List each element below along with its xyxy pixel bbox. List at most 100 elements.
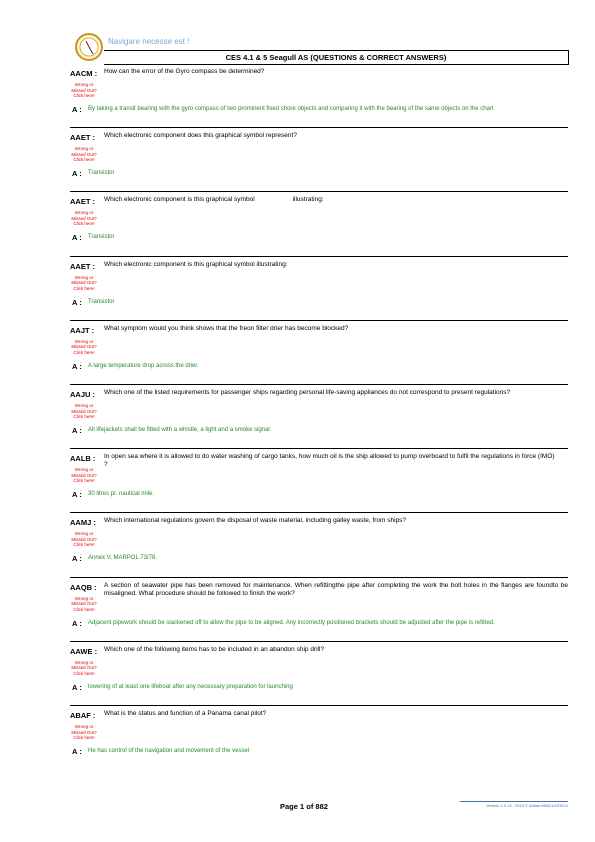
wrong-note-line[interactable]: Click here! <box>73 542 95 548</box>
wrong-note-line[interactable]: Wrong or <box>74 659 94 665</box>
question-code: AAQB : <box>70 582 97 592</box>
wrong-note[interactable]: Wrong or Missed Out? Click here! <box>64 403 104 420</box>
question-text: Which electronic component is this graph… <box>104 196 324 204</box>
answer-text: A large temperature drop across the drie… <box>88 362 199 369</box>
question-text: Which one of the listed requirements for… <box>104 389 511 396</box>
motto: Navigare necesse est ! <box>108 37 190 46</box>
question-text: In open sea where it is allowed to do wa… <box>104 453 555 469</box>
answer-label: A : <box>72 361 82 371</box>
question-code: AAWE : <box>70 646 98 656</box>
answer-label: A : <box>72 490 82 500</box>
question-text: A section of seawater pipe has been remo… <box>104 581 570 597</box>
wrong-note-line[interactable]: Click here! <box>73 478 95 484</box>
wrong-note-line[interactable]: Wrong or <box>74 724 94 729</box>
wrong-note-line[interactable]: Missed Out? <box>71 280 97 286</box>
wrong-note-line[interactable]: Missed Out? <box>71 729 97 735</box>
answer-text: Annex V, MARPOL 73/78. <box>88 555 157 562</box>
wrong-note-line[interactable]: Wrong or <box>74 531 94 537</box>
wrong-note-line[interactable]: Wrong or <box>74 595 94 601</box>
question-code: AAMJ : <box>70 518 96 528</box>
answer-label: A : <box>72 554 82 564</box>
wrong-note-line[interactable]: Missed Out? <box>71 408 97 414</box>
wrong-note-line[interactable]: Wrong or <box>74 467 94 473</box>
wrong-note-line[interactable]: Wrong or <box>74 403 94 408</box>
separator <box>70 319 568 321</box>
separator <box>70 127 568 129</box>
wrong-note-line[interactable]: Missed Out? <box>71 344 97 350</box>
wrong-note[interactable]: Wrong or Missed Out? Click here! <box>64 275 104 292</box>
wrong-note-line[interactable]: Missed Out? <box>71 665 97 671</box>
answer-text: All lifejackets shall be fitted with a w… <box>88 427 270 433</box>
wrong-note-line[interactable]: Click here! <box>73 414 95 419</box>
wrong-note[interactable]: Wrong or Missed Out? Click here! <box>64 596 104 613</box>
question-text: Which electronic component is this graph… <box>104 260 288 268</box>
wrong-note-line[interactable]: Wrong or <box>74 82 94 87</box>
wrong-note[interactable]: Wrong or Missed Out? Click here! <box>64 210 104 227</box>
version: Version 1.0.12 ; 2015 © Adrian MINCULESC… <box>460 801 568 808</box>
wrong-note-line[interactable]: Missed Out? <box>71 472 97 478</box>
question-code: ABAF : <box>70 711 96 720</box>
question-text: What symptom would you think shows that … <box>104 324 349 332</box>
question-code: AACM : <box>70 69 98 78</box>
question-text: Which international regulations govern t… <box>104 517 407 525</box>
wrong-note-line[interactable]: Wrong or <box>74 146 94 152</box>
wrong-note-line[interactable]: Click here! <box>73 606 95 612</box>
answer-text: Transistor <box>88 298 115 305</box>
separator <box>70 705 568 706</box>
answer-text: 30 litres pr. nautical mile. <box>88 491 155 498</box>
wrong-note-line[interactable]: Missed Out? <box>71 536 97 542</box>
question-code: AAET : <box>70 197 95 207</box>
answer-text: He has control of the navigation and mov… <box>88 748 250 754</box>
answer-text: By taking a transit bearing with the gyr… <box>88 106 494 112</box>
wrong-note-line[interactable]: Click here! <box>73 349 95 355</box>
wrong-note[interactable]: Wrong or Missed Out? Click here! <box>64 467 104 484</box>
wrong-note-line[interactable]: Missed Out? <box>71 151 97 157</box>
wrong-note-line[interactable]: Missed Out? <box>71 601 97 607</box>
wrong-note-line[interactable]: Wrong or <box>74 274 94 280</box>
separator <box>70 384 568 385</box>
wrong-note[interactable]: Wrong or Missed Out? Click here! <box>64 660 104 677</box>
separator <box>70 448 568 450</box>
wrong-note-line[interactable]: Click here! <box>73 93 95 98</box>
doc-title: CES 4.1 & 5 Seagull AS (QUESTIONS & CORR… <box>104 50 569 65</box>
wrong-note[interactable]: Wrong or Missed Out? Click here! <box>64 531 104 548</box>
question-code: AALB : <box>70 454 96 464</box>
answer-label: A : <box>72 682 82 692</box>
answer-text: lowering of at least one lifeboat after … <box>88 683 293 690</box>
answer-label: A : <box>72 747 82 756</box>
answer-label: A : <box>72 105 82 114</box>
logo <box>75 33 103 61</box>
wrong-note-line[interactable]: Click here! <box>73 735 95 740</box>
wrong-note-line[interactable]: Wrong or <box>74 210 94 216</box>
wrong-note-line[interactable]: Click here! <box>73 157 95 163</box>
separator <box>70 255 568 257</box>
question-text: Which one of the following items has to … <box>104 645 325 653</box>
wrong-note[interactable]: Wrong or Missed Out? Click here! <box>64 724 104 741</box>
separator <box>70 640 568 642</box>
question-text: What is the status and function of a Pan… <box>104 710 267 717</box>
wrong-note[interactable]: Wrong or Missed Out? Click here! <box>64 339 104 356</box>
question-text: How can the error of the Gyro compass be… <box>104 68 265 75</box>
wrong-note[interactable]: Wrong or Missed Out? Click here! <box>64 82 104 99</box>
question-text: Which electronic component does this gra… <box>104 132 297 140</box>
answer-text: Transistor <box>88 234 115 241</box>
answer-label: A : <box>72 233 82 243</box>
question-code: AAET : <box>70 261 95 271</box>
separator <box>70 191 568 193</box>
answer-label: A : <box>72 618 82 628</box>
answer-label: A : <box>72 297 82 307</box>
wrong-note-line[interactable]: Missed Out? <box>71 87 97 93</box>
wrong-note-line[interactable]: Wrong or <box>74 338 94 344</box>
wrong-note-line[interactable]: Click here! <box>73 221 95 227</box>
wrong-note[interactable]: Wrong or Missed Out? Click here! <box>64 146 104 163</box>
question-code: AAJU : <box>70 390 96 399</box>
answer-text: Adjacent pipework should be slackened of… <box>88 619 495 626</box>
page-number: Page 1 of 882 <box>280 802 328 811</box>
wrong-note-line[interactable]: Missed Out? <box>71 215 97 221</box>
answer-label: A : <box>72 426 82 435</box>
wrong-note-line[interactable]: Click here! <box>73 285 95 291</box>
separator <box>70 512 568 514</box>
wrong-note-line[interactable]: Click here! <box>73 670 95 676</box>
question-code: AAJT : <box>70 325 95 335</box>
